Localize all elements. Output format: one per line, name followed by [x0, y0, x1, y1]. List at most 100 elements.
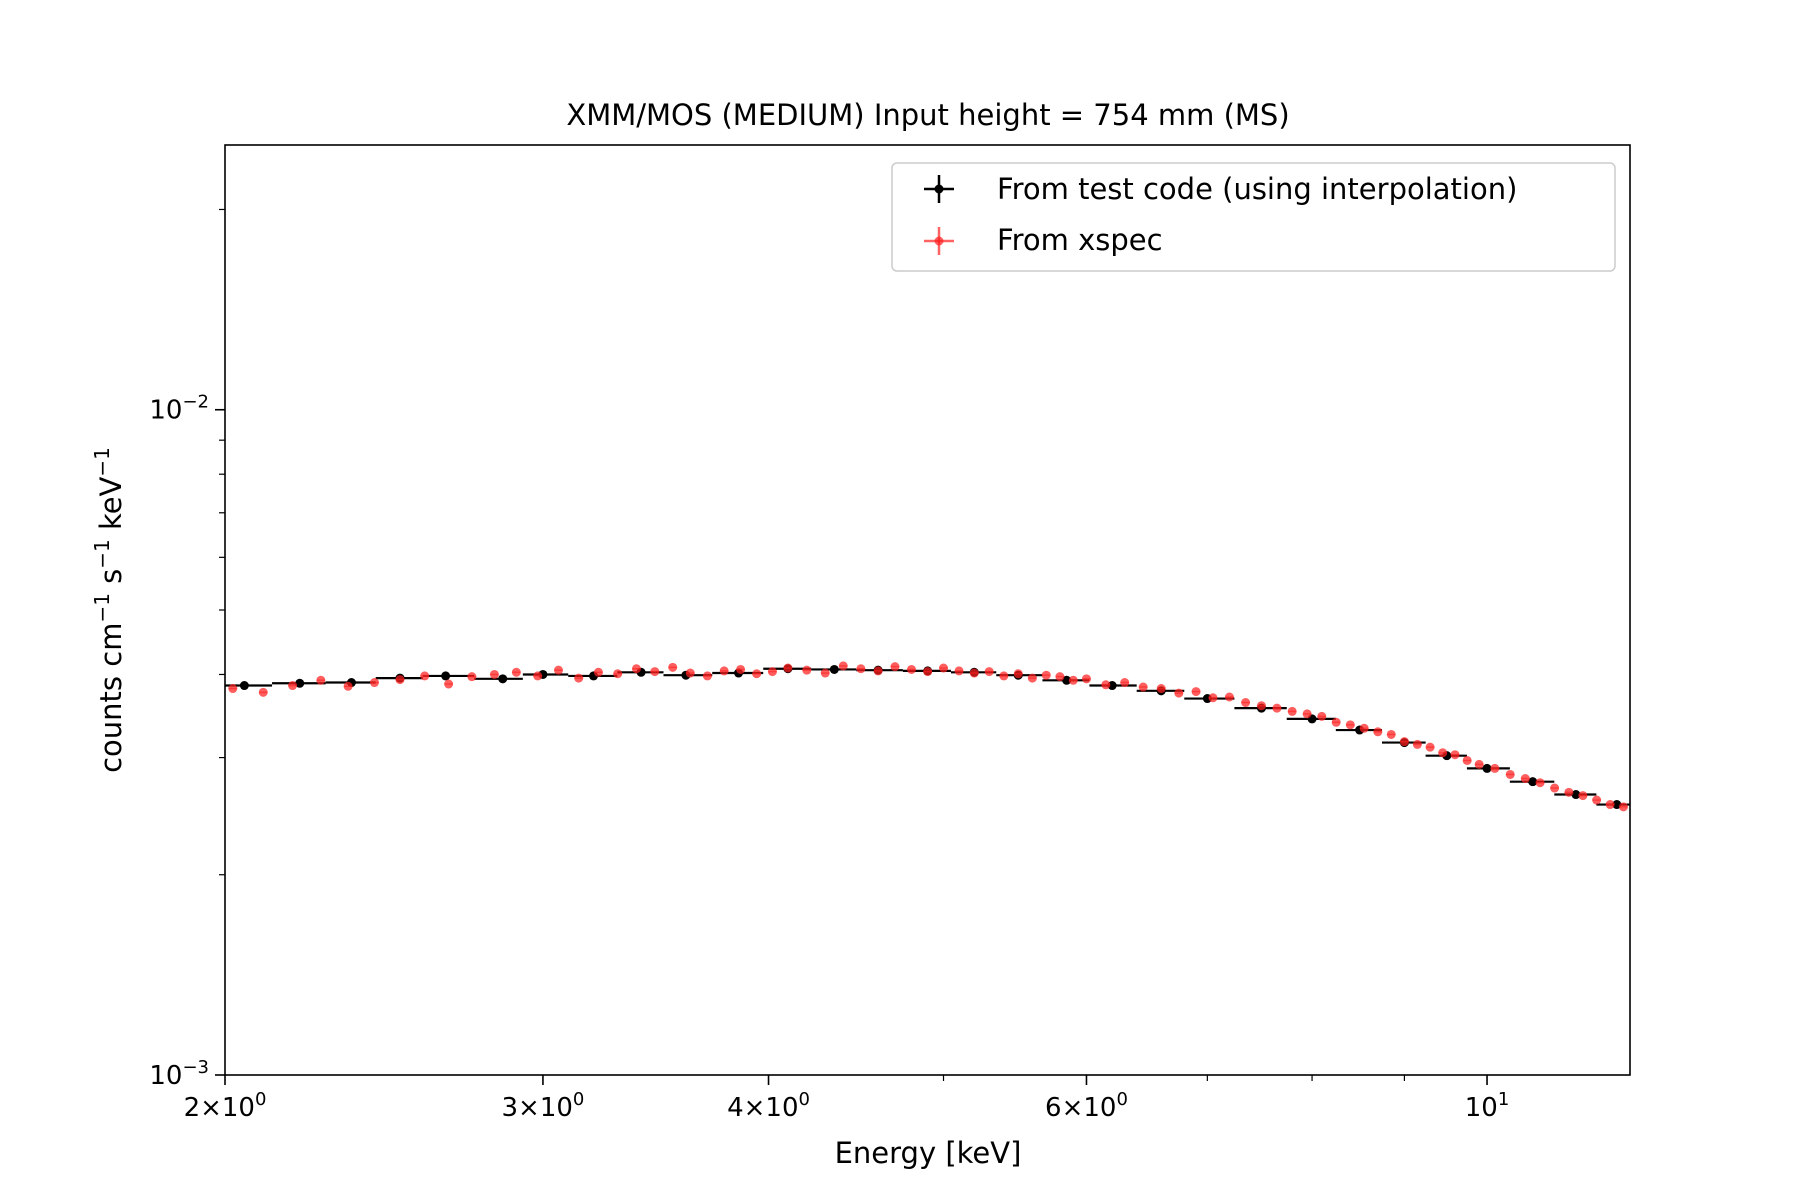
xspec-point-25 [767, 667, 777, 677]
xspec-point-13 [553, 665, 563, 675]
test-code-point-0 [239, 681, 249, 691]
xspec-point-68 [1438, 748, 1448, 758]
xspec-point-21 [702, 671, 712, 681]
test-code-point-4 [441, 671, 451, 681]
xspec-point-46 [1101, 680, 1111, 690]
xspec-point-28 [820, 668, 830, 678]
y-tick-base-1: 10 [149, 396, 182, 426]
xspec-point-74 [1520, 774, 1530, 784]
xspec-point-66 [1412, 739, 1422, 749]
xspec-point-26 [783, 663, 793, 673]
xspec-point-43 [1055, 672, 1065, 682]
legend-entry-xspec: From xspec [924, 223, 1163, 257]
y-tick-base-0: 10 [149, 1061, 182, 1091]
y-label-exp2: −1 [90, 539, 114, 568]
legend-marker-test-code-dot [934, 184, 944, 194]
x-tick-exp-0: 0 [255, 1089, 266, 1110]
xspec-point-8 [444, 679, 454, 689]
x-tick-exp-1: 0 [573, 1089, 584, 1110]
y-axis-label: counts cm−1 s−1 keV−1 [90, 447, 128, 773]
xspec-point-17 [631, 664, 641, 674]
xspec-point-35 [939, 663, 949, 673]
y-label-mid: s [94, 569, 128, 593]
x-tick-mantissa-2: 4× [727, 1093, 765, 1123]
x-tick-base-1: 10 [540, 1093, 573, 1123]
xspec-point-6 [395, 675, 405, 685]
x-tick-label-4: 101 [1465, 1089, 1510, 1123]
xspec-point-54 [1241, 698, 1251, 708]
xspec-point-37 [969, 668, 979, 678]
xspec-point-24 [752, 669, 762, 679]
y-tick-exp-1: −2 [182, 392, 209, 413]
x-tick-mantissa-0: 2× [184, 1093, 222, 1123]
xspec-point-31 [873, 666, 883, 676]
xspec-point-18 [650, 667, 660, 677]
test-code-point-1 [295, 678, 305, 688]
xspec-point-64 [1386, 729, 1396, 739]
xspec-point-65 [1399, 737, 1409, 747]
xspec-point-62 [1359, 723, 1369, 733]
xspec-point-22 [719, 666, 729, 676]
y-label-end: keV [94, 476, 128, 539]
xspec-point-34 [923, 667, 933, 677]
xspec-point-27 [802, 665, 812, 675]
xspec-point-1 [258, 687, 268, 697]
xspec-point-59 [1317, 711, 1327, 721]
xspec-point-72 [1490, 763, 1500, 773]
x-axis: 2×100 3×100 4×100 6×100 101 [184, 1075, 1510, 1123]
xspec-point-67 [1425, 742, 1435, 752]
legend: From test code (using interpolation) Fro… [891, 162, 1616, 272]
xspec-point-10 [489, 669, 499, 679]
xspec-point-47 [1120, 678, 1130, 688]
x-tick-label-1: 3×100 [502, 1089, 585, 1123]
xspec-point-69 [1450, 750, 1460, 760]
xspec-point-58 [1302, 709, 1312, 719]
xspec-point-39 [999, 671, 1009, 681]
x-tick-label-2: 4×100 [727, 1089, 810, 1123]
y-tick-exp-0: −3 [182, 1057, 209, 1078]
xspec-point-51 [1191, 687, 1201, 697]
xspec-point-77 [1564, 787, 1574, 797]
xspec-point-38 [984, 667, 994, 677]
x-tick-exp-4: 1 [1498, 1089, 1509, 1110]
xspec-point-0 [228, 684, 238, 694]
test-code-point-17 [1062, 675, 1072, 685]
xspec-point-30 [856, 664, 866, 674]
xspec-point-75 [1535, 778, 1545, 788]
x-tick-label-0: 2×100 [184, 1089, 267, 1123]
xspec-point-12 [533, 671, 543, 681]
y-axis: 10−310−2 [149, 208, 225, 1091]
xspec-point-48 [1138, 682, 1148, 692]
xspec-point-80 [1605, 800, 1615, 810]
xspec-point-7 [420, 671, 430, 681]
xspec-point-5 [369, 678, 379, 688]
xspec-point-9 [467, 672, 477, 682]
test-code-point-12 [829, 664, 839, 674]
x-tick-mantissa-1: 3× [502, 1093, 540, 1123]
xspec-point-53 [1224, 692, 1234, 702]
x-tick-label-3: 6×100 [1045, 1089, 1128, 1123]
legend-frame [891, 162, 1616, 272]
test-code-point-26 [1482, 763, 1492, 773]
xspec-point-71 [1474, 759, 1484, 769]
xspec-point-15 [593, 667, 603, 677]
y-label-exp3: −1 [90, 447, 114, 476]
legend-marker-xspec-dot [934, 236, 944, 246]
legend-entry-test-code: From test code (using interpolation) [924, 172, 1517, 206]
legend-label-test-code: From test code (using interpolation) [997, 172, 1517, 206]
x-tick-base-2: 10 [765, 1093, 798, 1123]
xspec-point-36 [954, 666, 964, 676]
xspec-point-19 [668, 662, 678, 672]
xspec-point-23 [736, 664, 746, 674]
xspec-point-20 [685, 668, 695, 678]
xspec-point-14 [574, 673, 584, 683]
series-xspec [228, 661, 1628, 812]
xspec-point-70 [1462, 755, 1472, 765]
xspec-point-52 [1208, 693, 1218, 703]
xspec-point-45 [1081, 674, 1091, 684]
chart-title: XMM/MOS (MEDIUM) Input height = 754 mm (… [566, 98, 1289, 132]
xspec-point-42 [1041, 670, 1051, 680]
x-tick-base-0: 10 [222, 1093, 255, 1123]
xspec-point-32 [890, 662, 900, 672]
